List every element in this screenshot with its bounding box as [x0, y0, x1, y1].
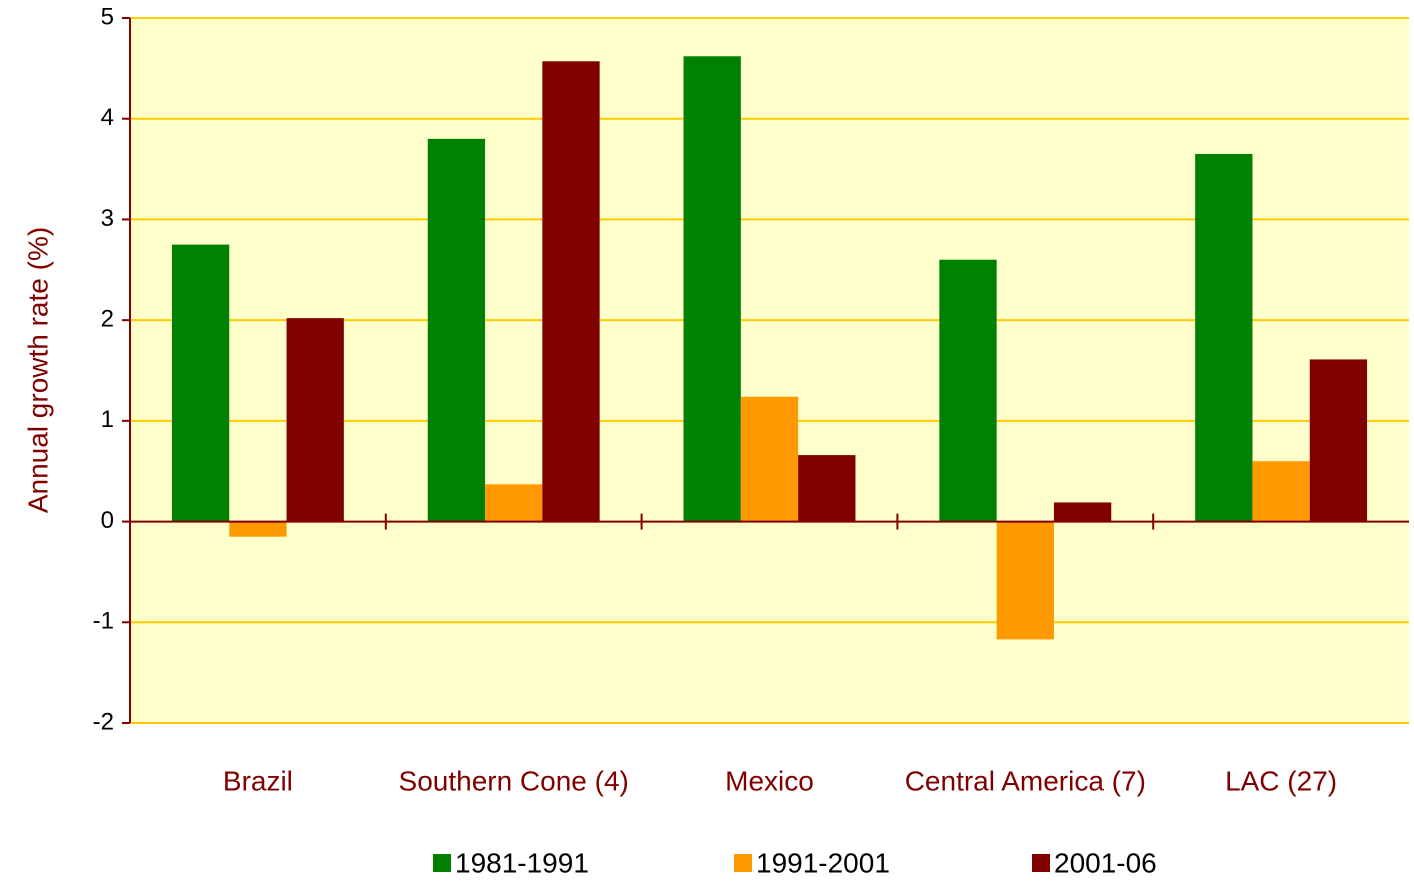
bar — [1309, 359, 1368, 522]
bar — [1252, 461, 1310, 522]
bar — [171, 244, 230, 522]
category-label: Southern Cone (4) — [399, 765, 629, 796]
legend: 1981-1991 1991-2001 2001-06 — [433, 847, 1157, 878]
y-tick-label: 3 — [101, 205, 114, 232]
category-label: LAC (27) — [1225, 765, 1337, 796]
y-tick-label: 1 — [101, 406, 114, 433]
bar — [996, 521, 1054, 640]
y-tick-label: 2 — [101, 305, 114, 332]
y-tick-label: 5 — [101, 3, 114, 30]
y-tick-label: -2 — [93, 708, 114, 735]
bar — [542, 61, 600, 522]
y-tick-label: 4 — [101, 104, 114, 131]
y-tick-label: -1 — [93, 608, 114, 635]
category-label: Brazil — [223, 765, 293, 796]
bar — [229, 521, 287, 537]
bar — [798, 455, 856, 522]
bar — [286, 318, 344, 522]
legend-label: 2001-06 — [1054, 847, 1157, 878]
legend-label: 1981-1991 — [455, 847, 589, 878]
legend-swatch — [734, 854, 752, 872]
legend-label: 1991-2001 — [756, 847, 890, 878]
category-labels: Brazil Southern Cone (4) Mexico Central Ame… — [223, 765, 1337, 796]
bar — [427, 138, 486, 522]
axes — [122, 17, 1409, 724]
bar — [939, 259, 997, 522]
bar — [485, 484, 543, 522]
bar — [1195, 153, 1253, 522]
y-axis-title: Annual growth rate (%) — [22, 227, 53, 513]
bar — [683, 56, 741, 522]
category-label: Central America (7) — [905, 765, 1146, 796]
bar — [1053, 502, 1112, 522]
y-tick-label: 0 — [101, 507, 114, 534]
y-tick-labels: -2 -1 0 1 2 3 4 5 — [93, 3, 114, 735]
legend-swatch — [433, 854, 451, 872]
category-label: Mexico — [725, 765, 814, 796]
legend-swatch — [1032, 854, 1050, 872]
bar — [740, 396, 799, 522]
bars — [171, 56, 1368, 640]
